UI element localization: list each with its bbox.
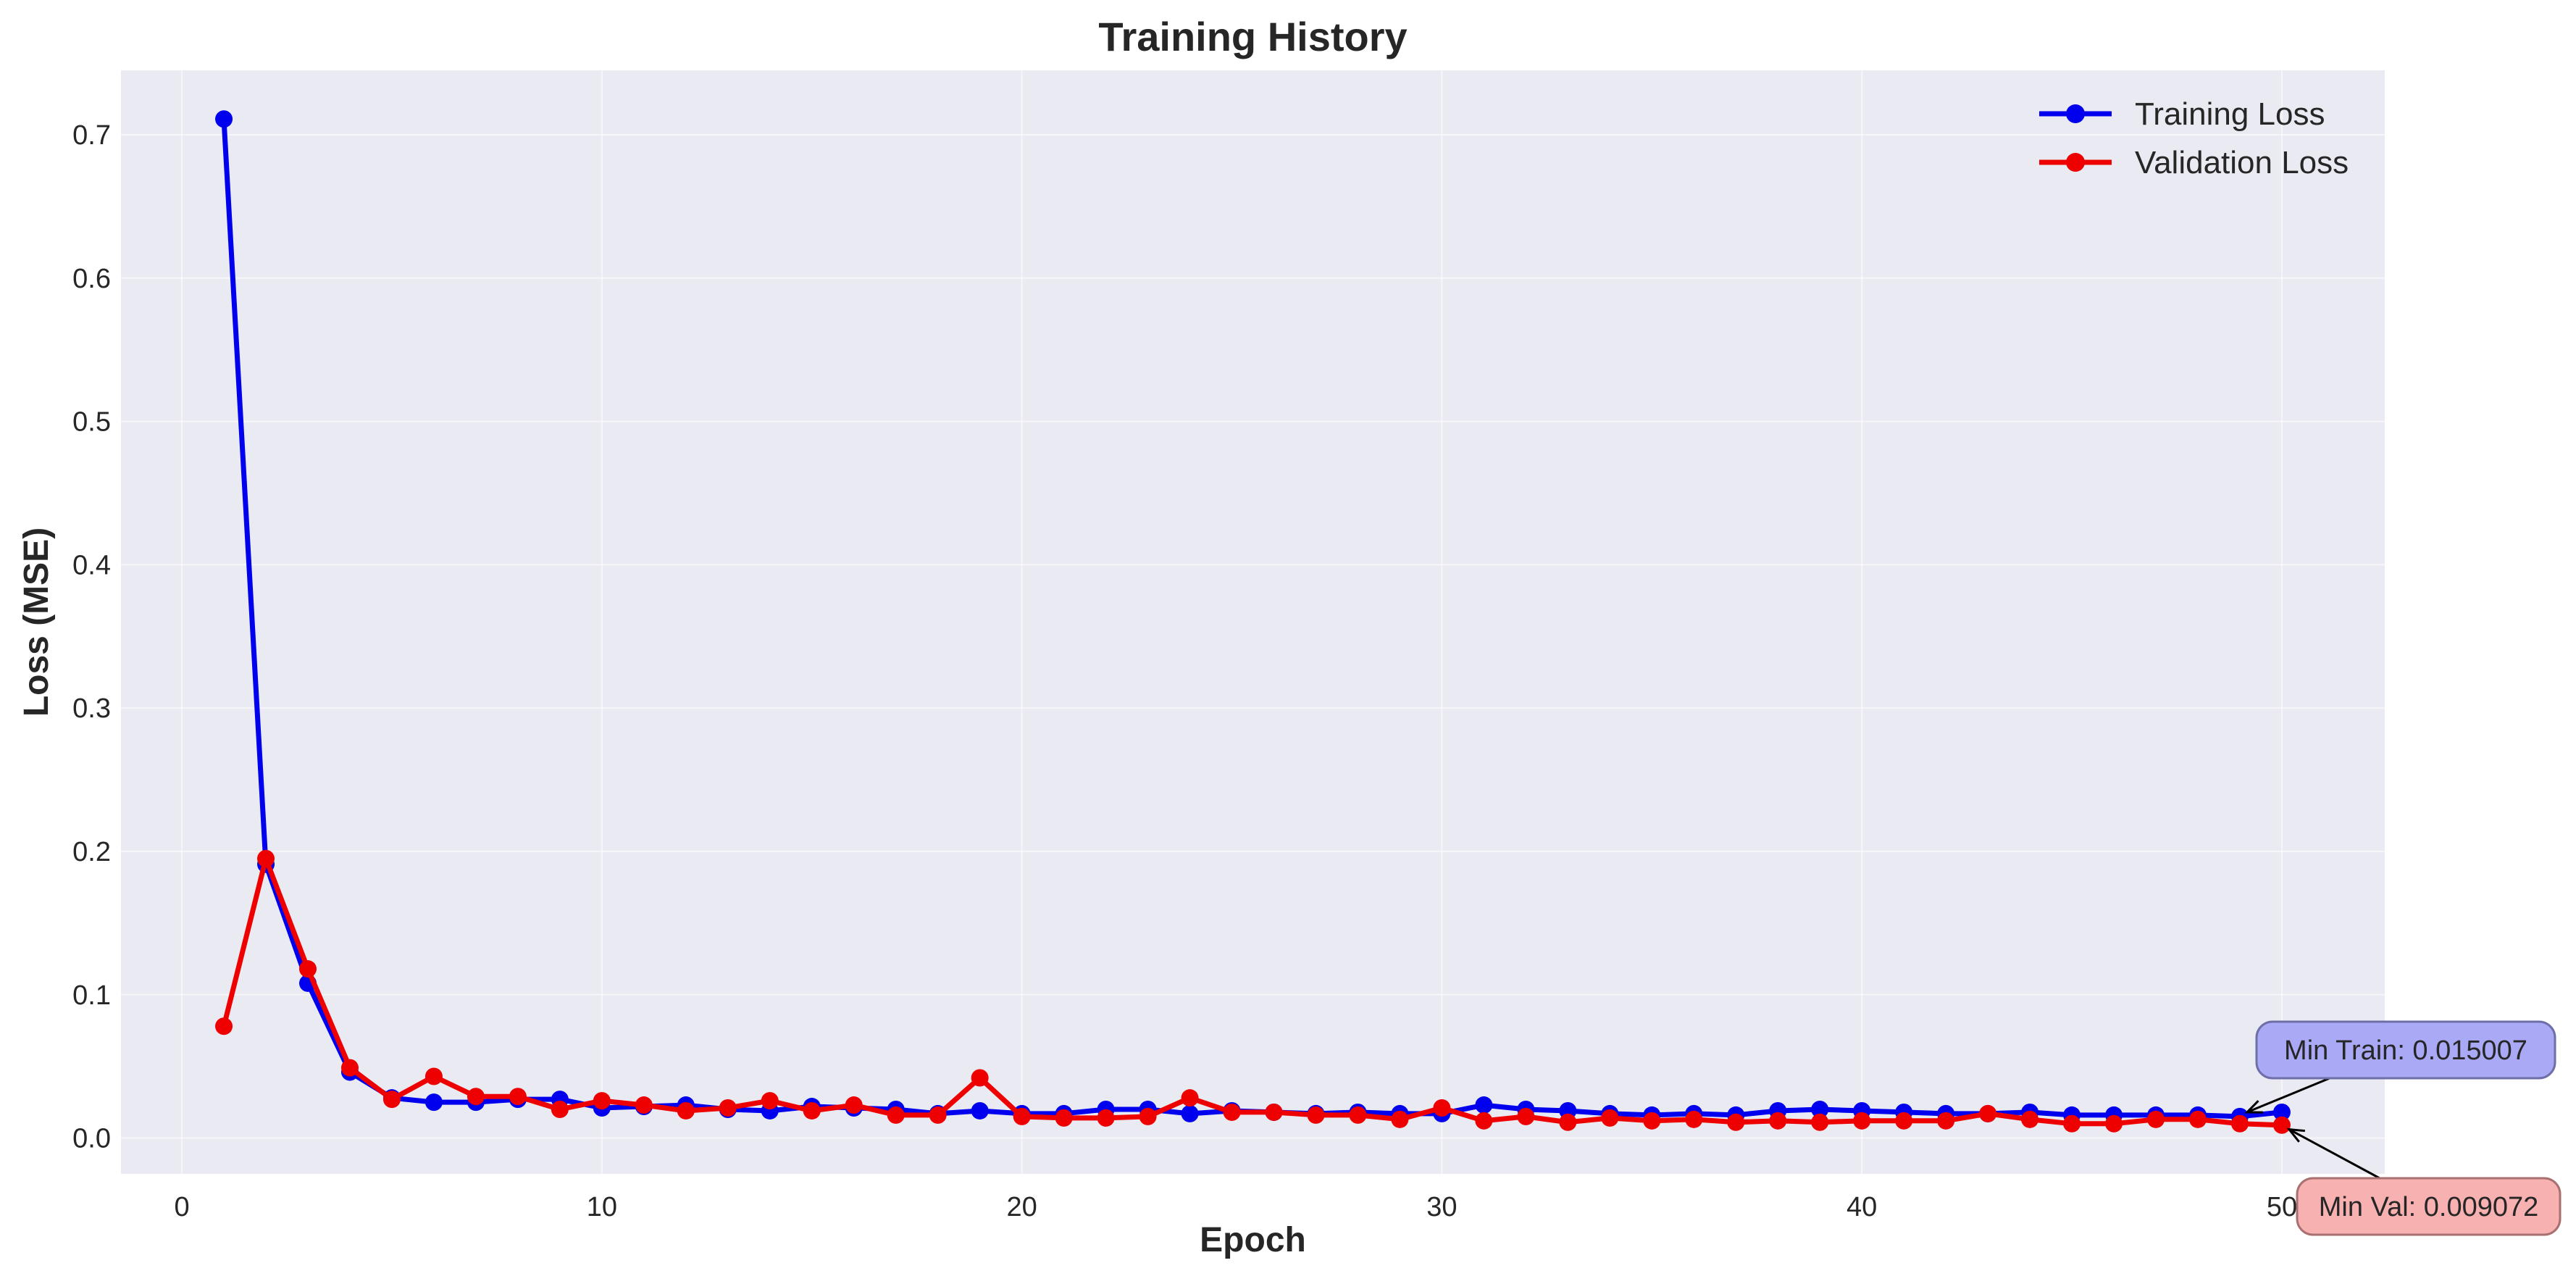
data-point: [1601, 1109, 1619, 1127]
y-tick-label: 0.6: [72, 264, 111, 294]
x-tick-label: 20: [1006, 1192, 1037, 1222]
data-point: [1559, 1113, 1577, 1131]
data-point: [1349, 1106, 1367, 1124]
data-point: [1475, 1112, 1493, 1130]
data-point: [1937, 1112, 1955, 1130]
data-point: [1895, 1112, 1913, 1130]
data-point: [1097, 1109, 1115, 1127]
data-point: [1433, 1099, 1451, 1117]
data-point: [551, 1100, 569, 1118]
data-point: [593, 1092, 611, 1110]
data-point: [2230, 1114, 2249, 1133]
y-tick-label: 0.0: [72, 1124, 111, 1154]
y-axis-title: Loss (MSE): [17, 528, 56, 717]
annotation-arrow: [2246, 1077, 2330, 1114]
series-layer: [215, 110, 2291, 1134]
tick-labels: 0 10 20 30 40 50 0.0 0.1 0.2 0.3 0.4 0.5 0.6 0.7: [72, 120, 2297, 1222]
x-tick-label: 10: [587, 1192, 617, 1222]
data-point: [509, 1088, 527, 1106]
data-point: [887, 1106, 905, 1124]
annotation-min-train: Min Train: 0.015007: [2244, 1020, 2556, 1114]
plot-area: [121, 70, 2385, 1174]
annotation-arrow: [2288, 1128, 2380, 1180]
annotation-box: [2255, 1020, 2556, 1080]
y-tick-label: 0.7: [72, 120, 111, 151]
data-point: [929, 1106, 947, 1124]
data-point: [1265, 1103, 1283, 1121]
annotations: Min Train: 0.015007 Min Val: 0.009072: [2244, 1020, 2562, 1236]
data-point: [1811, 1100, 1829, 1118]
data-point: [803, 1101, 821, 1120]
x-tick-label: 40: [1847, 1192, 1877, 1222]
data-point: [1181, 1104, 1199, 1122]
data-point: [425, 1093, 443, 1112]
data-point: [257, 849, 275, 867]
data-point: [761, 1092, 779, 1110]
chart-title: Training History: [1098, 14, 1407, 59]
legend-label: Validation Loss: [2135, 145, 2349, 180]
data-point: [971, 1101, 989, 1120]
series-validation-loss: [215, 849, 2291, 1134]
data-point: [1475, 1096, 1493, 1114]
data-point: [299, 960, 317, 978]
data-point: [1307, 1106, 1325, 1124]
data-point: [1685, 1110, 1703, 1128]
data-point: [2105, 1114, 2123, 1133]
x-tick-label: 50: [2267, 1192, 2297, 1222]
data-point: [1811, 1113, 1829, 1131]
y-tick-label: 0.5: [72, 407, 111, 438]
annotation-min-val: Min Val: 0.009072: [2286, 1127, 2562, 1236]
data-point: [1769, 1112, 1787, 1130]
data-point: [340, 1059, 359, 1077]
data-point: [2272, 1116, 2291, 1134]
grid: [121, 70, 2385, 1174]
data-point: [215, 110, 233, 128]
legend-label: Training Loss: [2135, 96, 2325, 132]
data-point: [971, 1069, 989, 1087]
annotation-label: Min Train: 0.015007: [2284, 1035, 2527, 1066]
data-point: [1223, 1103, 1241, 1121]
data-point: [1139, 1107, 1157, 1125]
data-point: [2021, 1110, 2039, 1128]
y-tick-label: 0.2: [72, 837, 111, 867]
data-point: [425, 1067, 443, 1085]
data-point: [719, 1099, 737, 1117]
data-point: [2147, 1110, 2165, 1128]
x-tick-label: 30: [1426, 1192, 1457, 1222]
data-point: [845, 1096, 863, 1114]
data-point: [2188, 1110, 2207, 1128]
annotation-label: Min Val: 0.009072: [2319, 1192, 2539, 1222]
data-point: [1643, 1112, 1661, 1130]
legend: Training Loss Validation Loss: [2039, 96, 2349, 180]
legend-marker: [2066, 153, 2085, 172]
data-point: [1181, 1089, 1199, 1107]
data-point: [635, 1096, 653, 1114]
y-tick-label: 0.3: [72, 693, 111, 724]
data-point: [2272, 1103, 2291, 1121]
data-point: [1853, 1112, 1871, 1130]
data-point: [1979, 1104, 1997, 1122]
data-point: [215, 1017, 233, 1035]
legend-marker: [2066, 104, 2085, 123]
y-tick-label: 0.1: [72, 980, 111, 1011]
data-point: [467, 1088, 485, 1106]
arrow-head: [2286, 1127, 2305, 1143]
data-point: [2063, 1114, 2081, 1133]
x-axis-title: Epoch: [1200, 1221, 1306, 1259]
data-point: [1391, 1110, 1409, 1128]
data-point: [677, 1101, 695, 1120]
data-point: [1517, 1107, 1535, 1125]
x-tick-label: 0: [174, 1192, 189, 1222]
data-point: [1055, 1109, 1073, 1127]
annotation-box: [2296, 1177, 2562, 1236]
arrow-head: [2244, 1100, 2263, 1114]
data-point: [1727, 1113, 1745, 1131]
data-point: [382, 1091, 401, 1109]
data-point: [1013, 1107, 1031, 1125]
y-tick-label: 0.4: [72, 550, 111, 580]
